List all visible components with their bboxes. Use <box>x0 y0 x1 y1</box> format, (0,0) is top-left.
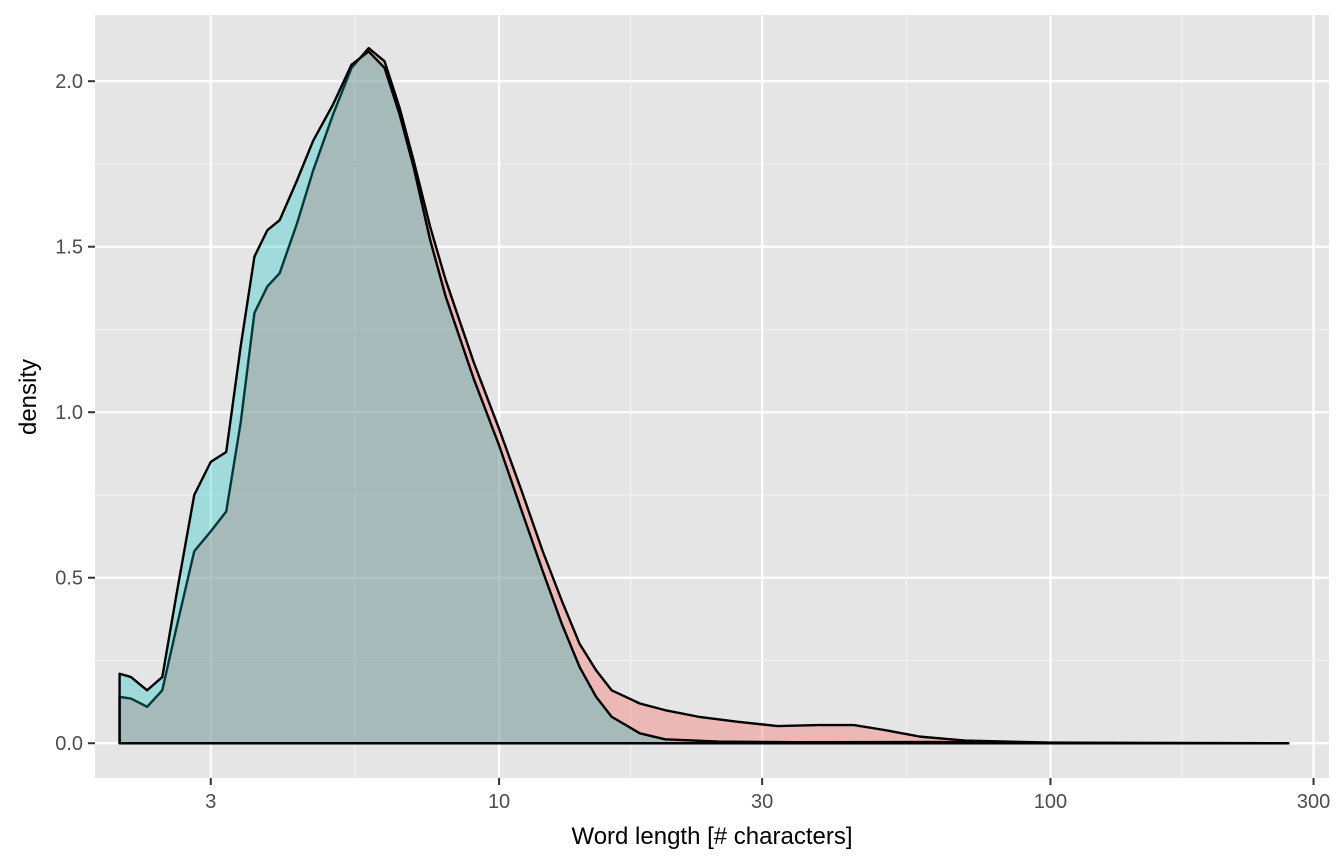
x-tick-label: 300 <box>1297 791 1330 813</box>
panel-background <box>95 15 1329 778</box>
y-tick-label: 2.0 <box>55 71 83 93</box>
y-tick-label: 0.5 <box>55 568 83 590</box>
y-tick-label: 0.0 <box>55 733 83 755</box>
y-axis-title: density <box>15 359 42 435</box>
x-tick-label: 3 <box>205 791 216 813</box>
x-tick-label: 100 <box>1034 791 1067 813</box>
x-tick-label: 10 <box>488 791 510 813</box>
series-teal-area <box>118 50 1290 745</box>
x-axis: 3 10 30 100 300 <box>205 778 1330 813</box>
density-areas <box>118 46 1290 745</box>
minor-gridlines <box>95 15 1329 778</box>
series-red-area <box>118 46 1290 745</box>
y-tick-label: 1.0 <box>55 402 83 424</box>
x-axis-title: Word length [# characters] <box>571 823 852 850</box>
y-axis: 0.0 0.5 1.0 1.5 2.0 <box>55 71 95 755</box>
y-tick-label: 1.5 <box>55 237 83 259</box>
x-tick-label: 30 <box>751 791 773 813</box>
